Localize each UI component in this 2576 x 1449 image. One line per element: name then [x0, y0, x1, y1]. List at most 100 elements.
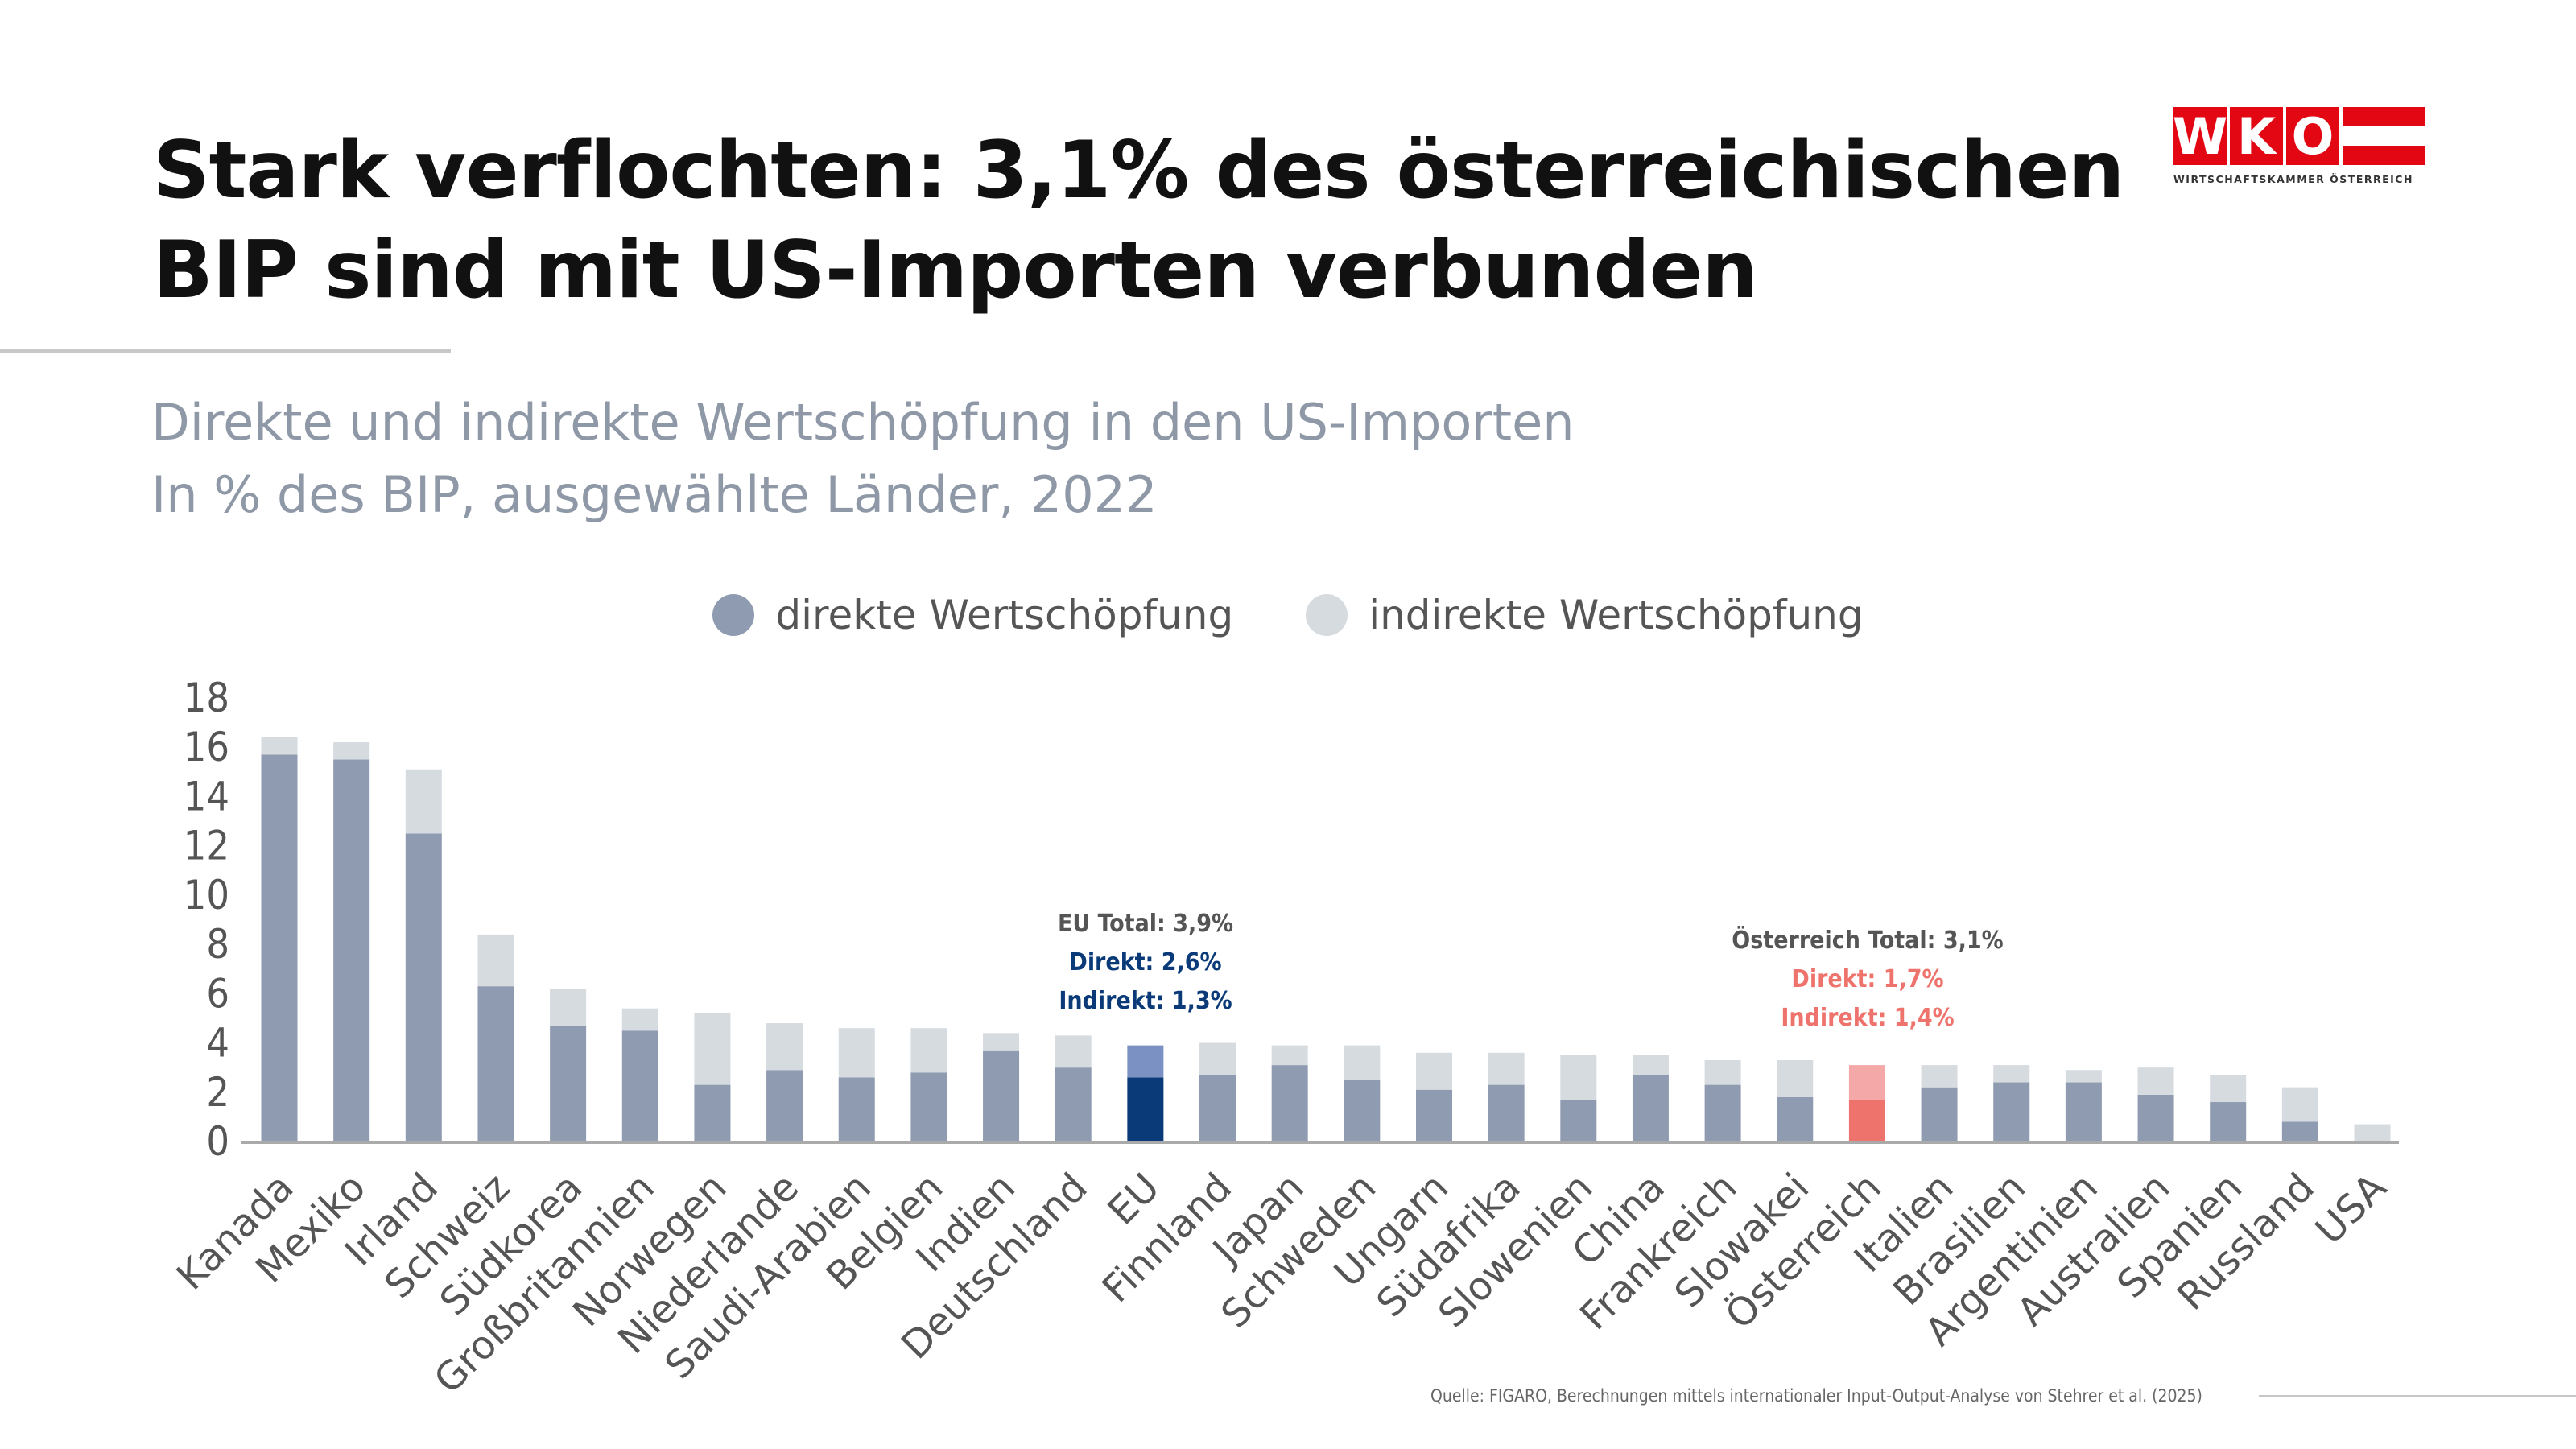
- bar-indirect: [983, 1033, 1020, 1051]
- bar-direct: [1055, 1067, 1092, 1141]
- title-line-1: Stark verflochten: 3,1% des österreichis…: [153, 125, 2124, 217]
- bar-indirect: [1055, 1035, 1092, 1068]
- bar-indirect: [621, 1008, 658, 1031]
- bar-direct: [405, 833, 442, 1141]
- bar-indirect: [477, 934, 514, 987]
- legend-item-indirect: indirekte Wertschöpfung: [1306, 592, 1864, 638]
- source-line: [2259, 1395, 2576, 1397]
- bar-direct: [838, 1077, 875, 1141]
- austria-total-label: Österreich Total: 3,1%: [1732, 927, 2004, 955]
- logo-letter: W: [2172, 106, 2228, 166]
- bar-indirect: [1344, 1045, 1381, 1080]
- bar-indirect: [1777, 1059, 1814, 1097]
- bar-direct: [1921, 1087, 1958, 1141]
- y-tick-label: 8: [206, 921, 229, 968]
- subtitle-line-1: Direkte und indirekte Wertschöpfung in d…: [151, 393, 1575, 452]
- divider: [0, 349, 451, 353]
- bar-direct: [1848, 1099, 1885, 1141]
- source-note: Quelle: FIGARO, Berechnungen mittels int…: [1430, 1386, 2202, 1406]
- bar-indirect: [1271, 1045, 1308, 1066]
- y-tick-label: 10: [184, 872, 229, 919]
- bar-indirect: [1199, 1042, 1236, 1075]
- bar-indirect: [261, 737, 298, 755]
- bar-indirect: [1632, 1055, 1669, 1075]
- bar-indirect: [2354, 1124, 2391, 1141]
- bar-indirect: [550, 989, 587, 1026]
- logo-letter: O: [2286, 107, 2339, 166]
- bar-direct: [910, 1072, 947, 1141]
- austrian-flag-icon: [2343, 107, 2425, 165]
- bar-direct: [1704, 1084, 1741, 1141]
- y-tick-label: 6: [206, 970, 229, 1017]
- bar-direct: [1993, 1082, 2030, 1141]
- bar-direct: [2281, 1121, 2318, 1141]
- bar-indirect: [838, 1028, 875, 1078]
- legend-label-direct: direkte Wertschöpfung: [775, 592, 1234, 638]
- bar-indirect: [1488, 1052, 1525, 1085]
- eu-indirect-label: Indirekt: 1,3%: [1059, 987, 1232, 1015]
- bar-direct: [694, 1084, 731, 1141]
- y-tick-label: 4: [206, 1020, 229, 1067]
- bar-direct: [983, 1050, 1020, 1141]
- legend: direkte Wertschöpfung indirekte Wertschö…: [0, 592, 2576, 638]
- eu-direct-label: Direkt: 2,6%: [1069, 948, 1222, 976]
- wko-logo: W K O WIRTSCHAFTSKAMMER ÖSTERREICH: [2172, 106, 2425, 185]
- bar-indirect: [2210, 1075, 2247, 1103]
- austria-indirect-label: Indirekt: 1,4%: [1781, 1004, 1955, 1032]
- bar-direct: [2065, 1082, 2102, 1141]
- bar-direct: [2137, 1094, 2174, 1141]
- austria-direct-label: Direkt: 1,7%: [1791, 965, 1944, 993]
- bar-indirect: [1560, 1055, 1597, 1100]
- bar-indirect: [1993, 1065, 2030, 1083]
- title-line-2: BIP sind mit US-Importen verbunden: [153, 225, 1758, 316]
- x-tick-label: USA: [2307, 1165, 2396, 1253]
- bar-direct: [1344, 1080, 1381, 1141]
- bar-direct: [2210, 1102, 2247, 1141]
- bar-indirect: [694, 1013, 731, 1085]
- bar-indirect: [2281, 1087, 2318, 1122]
- bar-direct: [766, 1070, 803, 1141]
- subtitle-line-2: In % des BIP, ausgewählte Länder, 2022: [151, 465, 1158, 524]
- eu-annotation: EU Total: 3,9% Direkt: 2,6% Indirekt: 1,…: [1058, 905, 1233, 1021]
- bar-indirect: [910, 1028, 947, 1073]
- legend-label-indirect: indirekte Wertschöpfung: [1368, 592, 1864, 638]
- bar-indirect: [2065, 1070, 2102, 1083]
- eu-total-label: EU Total: 3,9%: [1057, 910, 1234, 938]
- bar-direct: [1415, 1089, 1452, 1141]
- legend-swatch-indirect: [1306, 594, 1348, 636]
- bar-direct: [261, 754, 298, 1141]
- bar-direct: [1271, 1065, 1308, 1141]
- y-tick-label: 12: [184, 823, 229, 869]
- bar-direct: [621, 1030, 658, 1141]
- bar-indirect: [1127, 1045, 1164, 1078]
- bar-indirect: [1921, 1065, 1958, 1088]
- legend-swatch-direct: [712, 594, 755, 636]
- bar-indirect: [1848, 1065, 1885, 1100]
- y-tick-label: 0: [206, 1118, 229, 1165]
- austria-annotation: Österreich Total: 3,1% Direkt: 1,7% Indi…: [1732, 922, 2003, 1038]
- bar-indirect: [1415, 1052, 1452, 1090]
- y-tick-label: 14: [184, 773, 229, 819]
- logo-letter: K: [2230, 107, 2283, 166]
- y-tick-label: 16: [184, 724, 229, 770]
- bar-direct: [1632, 1075, 1669, 1141]
- bar-direct: [1127, 1077, 1164, 1141]
- bar-direct: [550, 1026, 587, 1141]
- bar-direct: [1777, 1096, 1814, 1141]
- bar-indirect: [2137, 1067, 2174, 1095]
- bar-direct: [1488, 1084, 1525, 1141]
- y-tick-label: 2: [206, 1069, 229, 1116]
- y-tick-label: 18: [184, 675, 229, 721]
- bar-direct: [1560, 1099, 1597, 1141]
- bar-indirect: [766, 1023, 803, 1071]
- chart-title: Stark verflochten: 3,1% des österreichis…: [153, 121, 2124, 320]
- bar-indirect: [333, 742, 370, 760]
- bar-indirect: [405, 769, 442, 834]
- bar-indirect: [1704, 1059, 1741, 1085]
- bar-direct: [333, 759, 370, 1141]
- legend-item-direct: direkte Wertschöpfung: [712, 592, 1233, 638]
- bar-direct: [1199, 1075, 1236, 1141]
- logo-text: WIRTSCHAFTSKAMMER ÖSTERREICH: [2174, 173, 2413, 185]
- bar-direct: [477, 986, 514, 1141]
